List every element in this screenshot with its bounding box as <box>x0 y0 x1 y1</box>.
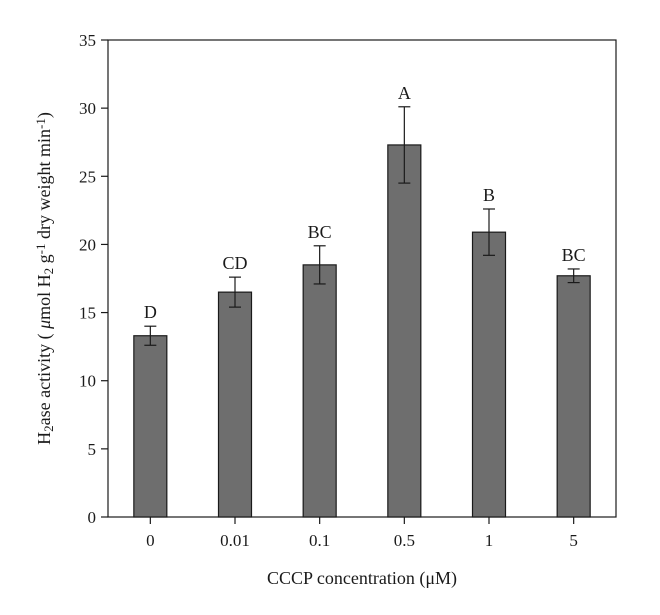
x-tick-label: 5 <box>569 531 578 550</box>
y-axis-title-part: 2 <box>41 268 56 275</box>
y-tick-label: 15 <box>79 304 96 323</box>
bar-series: D CD BC A B BC <box>133 83 591 518</box>
significance-letter: BC <box>308 222 332 242</box>
y-axis: 0 5 10 15 20 25 30 35 <box>79 31 108 527</box>
bar <box>302 264 337 518</box>
bar <box>471 231 507 518</box>
significance-letter: A <box>398 83 411 103</box>
plot-frame <box>107 39 617 518</box>
x-tick-label: 1 <box>485 531 494 550</box>
significance-letter: D <box>144 302 157 322</box>
y-axis-title-part: mol H <box>34 274 54 320</box>
y-tick-label: 35 <box>79 31 96 50</box>
bar <box>556 275 591 518</box>
y-axis-title-part: H <box>34 432 54 445</box>
x-axis-title: CCCP concentration (μM) <box>267 568 457 589</box>
y-axis-title-part: -1 <box>33 118 48 129</box>
y-tick-label: 25 <box>79 167 96 186</box>
significance-letter: BC <box>562 245 586 265</box>
x-tick-label: 0.01 <box>220 531 250 550</box>
y-axis-title-part: μ <box>34 320 54 330</box>
x-tick-label: 0.1 <box>309 531 330 550</box>
y-tick-label: 0 <box>88 508 97 527</box>
y-axis-title-part: ase activity ( <box>34 329 55 425</box>
y-axis-title-part: ) <box>34 112 55 118</box>
y-tick-label: 10 <box>79 372 96 391</box>
bar <box>387 144 422 518</box>
x-axis: 0 0.01 0.1 0.5 1 5 <box>146 517 578 550</box>
significance-letter: CD <box>222 253 247 273</box>
y-tick-label: 30 <box>79 99 96 118</box>
y-axis-title: H2ase activity ( μmol H2 g-1 dry weight … <box>33 112 56 445</box>
y-tick-label: 20 <box>79 235 96 254</box>
y-axis-title-part: -1 <box>33 243 48 254</box>
y-axis-title-part: g <box>34 254 54 268</box>
significance-letter: B <box>483 185 495 205</box>
bar <box>217 291 253 518</box>
y-tick-label: 5 <box>88 440 97 459</box>
x-tick-label: 0 <box>146 531 155 550</box>
y-axis-title-part: 2 <box>41 425 56 432</box>
x-tick-label: 0.5 <box>394 531 415 550</box>
bar <box>133 335 168 518</box>
y-axis-title-part: dry weight min <box>34 129 54 244</box>
